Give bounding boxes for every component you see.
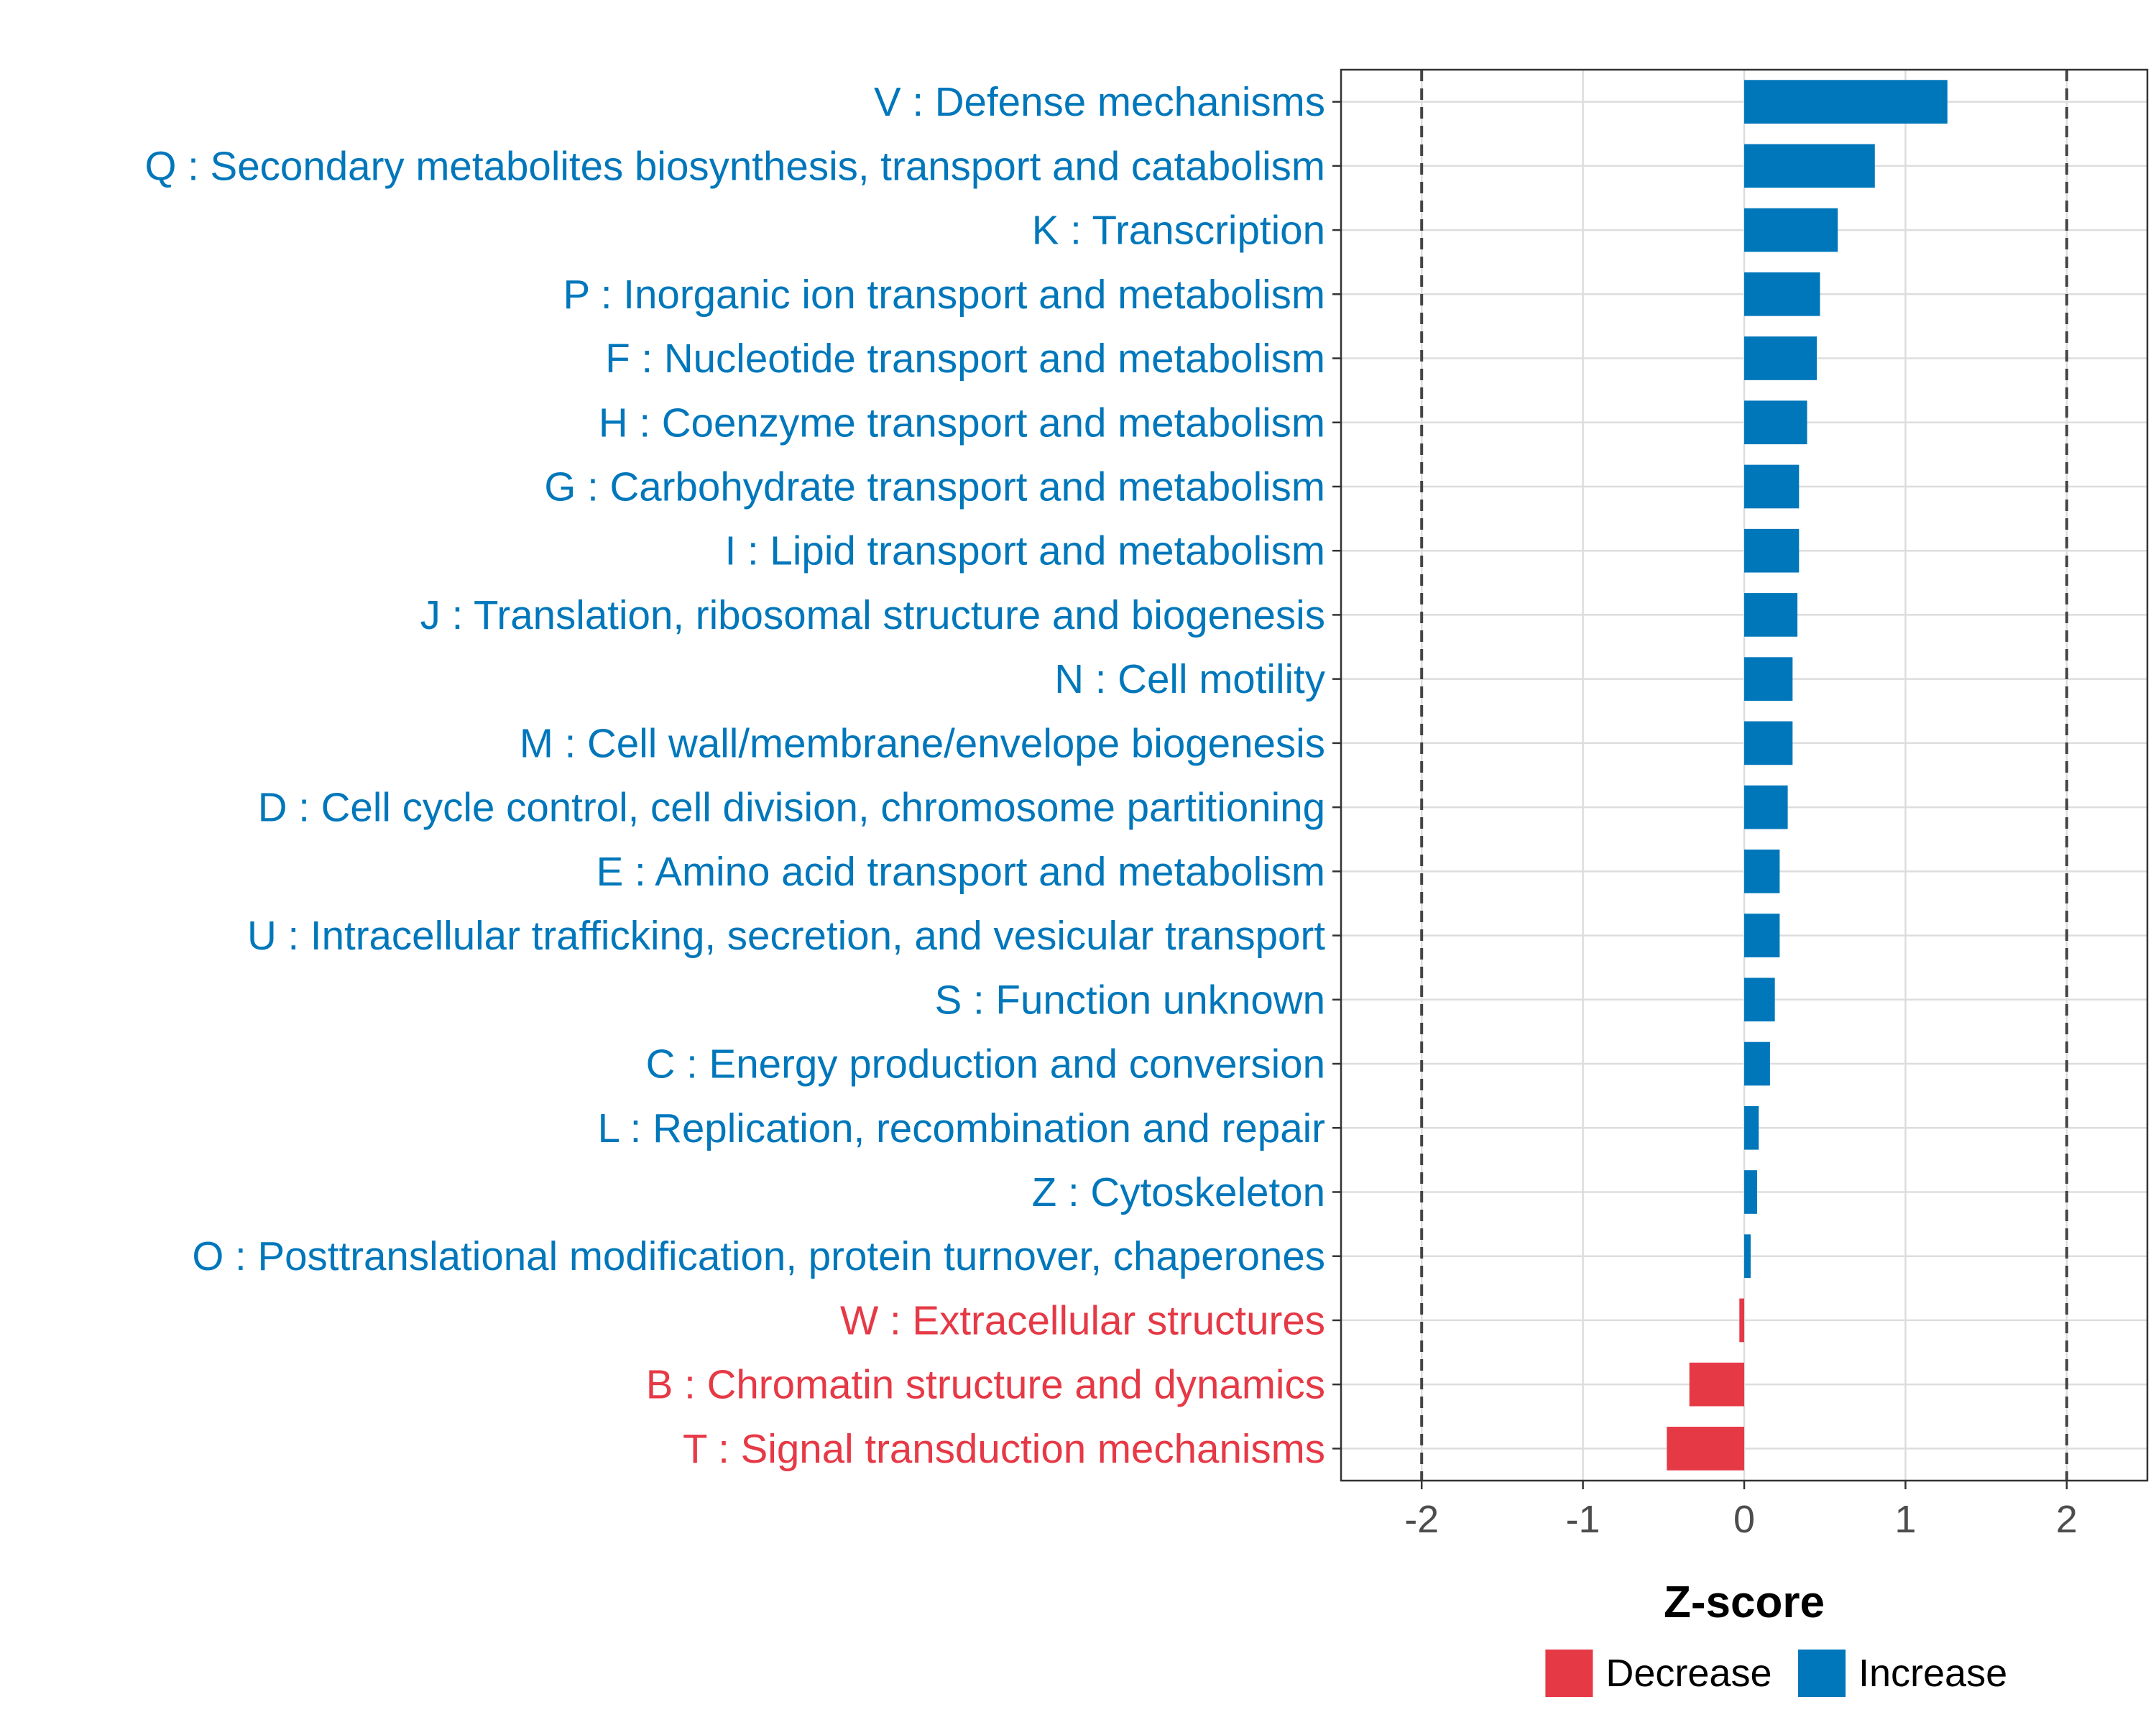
bar-4	[1744, 336, 1817, 380]
bar-0	[1744, 80, 1948, 124]
category-label-8: J : Translation, ribosomal structure and…	[420, 592, 1325, 638]
legend-swatch-decrease	[1545, 1650, 1593, 1697]
legend-swatch-increase	[1798, 1650, 1846, 1697]
category-label-5: H : Coenzyme transport and metabolism	[599, 400, 1325, 445]
x-axis-title: Z-score	[1664, 1578, 1825, 1627]
category-label-17: Z : Cytoskeleton	[1032, 1169, 1325, 1215]
bar-15	[1744, 1041, 1770, 1086]
bar-16	[1744, 1105, 1759, 1150]
category-label-2: K : Transcription	[1032, 208, 1325, 253]
category-label-19: W : Extracellular structures	[840, 1297, 1325, 1343]
y-tick-marks	[1332, 101, 1341, 1450]
bar-17	[1744, 1170, 1757, 1214]
bar-3	[1744, 272, 1820, 316]
category-label-0: V : Defense mechanisms	[874, 79, 1325, 124]
legend-label-decrease: Decrease	[1606, 1652, 1772, 1695]
bar-1	[1744, 144, 1875, 188]
x-tick-label-3: 1	[1894, 1498, 1916, 1541]
bar-18	[1744, 1234, 1751, 1279]
bar-12	[1744, 850, 1780, 893]
reference-lines	[1420, 70, 2068, 1481]
category-label-4: F : Nucleotide transport and metabolism	[605, 336, 1325, 381]
category-label-9: N : Cell motility	[1054, 656, 1325, 702]
category-label-7: I : Lipid transport and metabolism	[725, 528, 1325, 574]
bar-7	[1744, 528, 1800, 573]
category-label-13: U : Intracellular trafficking, secretion…	[247, 913, 1325, 958]
x-tick-label-0: -2	[1404, 1498, 1439, 1541]
legend-label-increase: Increase	[1858, 1652, 2007, 1695]
category-label-16: L : Replication, recombination and repai…	[598, 1105, 1325, 1151]
category-label-21: T : Signal transduction mechanisms	[683, 1426, 1325, 1471]
category-label-1: Q : Secondary metabolites biosynthesis, …	[145, 143, 1325, 188]
x-tick-label-2: 0	[1733, 1498, 1755, 1541]
bar-19	[1739, 1298, 1744, 1343]
bar-10	[1744, 721, 1793, 765]
bar-9	[1744, 657, 1793, 701]
bar-5	[1744, 400, 1807, 445]
bar-2	[1744, 208, 1838, 252]
category-label-12: E : Amino acid transport and metabolism	[596, 849, 1325, 894]
y-category-labels: V : Defense mechanisms Q : Secondary meta…	[145, 79, 1326, 1471]
category-label-11: D : Cell cycle control, cell division, c…	[258, 785, 1325, 830]
category-label-15: C : Energy production and conversion	[646, 1041, 1325, 1087]
bar-6	[1744, 464, 1800, 509]
bar-20	[1689, 1362, 1744, 1407]
x-tick-label-1: -1	[1566, 1498, 1600, 1541]
category-label-14: S : Function unknown	[935, 977, 1325, 1022]
category-label-18: O : Posttranslational modification, prot…	[192, 1233, 1325, 1279]
bar-11	[1744, 785, 1788, 829]
bar-13	[1744, 914, 1780, 957]
legend: Decrease Increase	[1545, 1650, 2007, 1697]
category-label-20: B : Chromatin structure and dynamics	[646, 1362, 1325, 1407]
bars	[1667, 80, 1948, 1471]
category-label-6: G : Carbohydrate transport and metabolis…	[544, 464, 1325, 509]
x-tick-label-4: 2	[2056, 1498, 2078, 1541]
category-label-3: P : Inorganic ion transport and metaboli…	[563, 272, 1325, 317]
category-label-10: M : Cell wall/membrane/envelope biogenes…	[520, 720, 1325, 765]
bar-14	[1744, 978, 1775, 1022]
bar-8	[1744, 593, 1798, 637]
bar-21	[1667, 1427, 1744, 1471]
x-axis-ticks: -2 -1 0 1 2	[1404, 1481, 2078, 1541]
